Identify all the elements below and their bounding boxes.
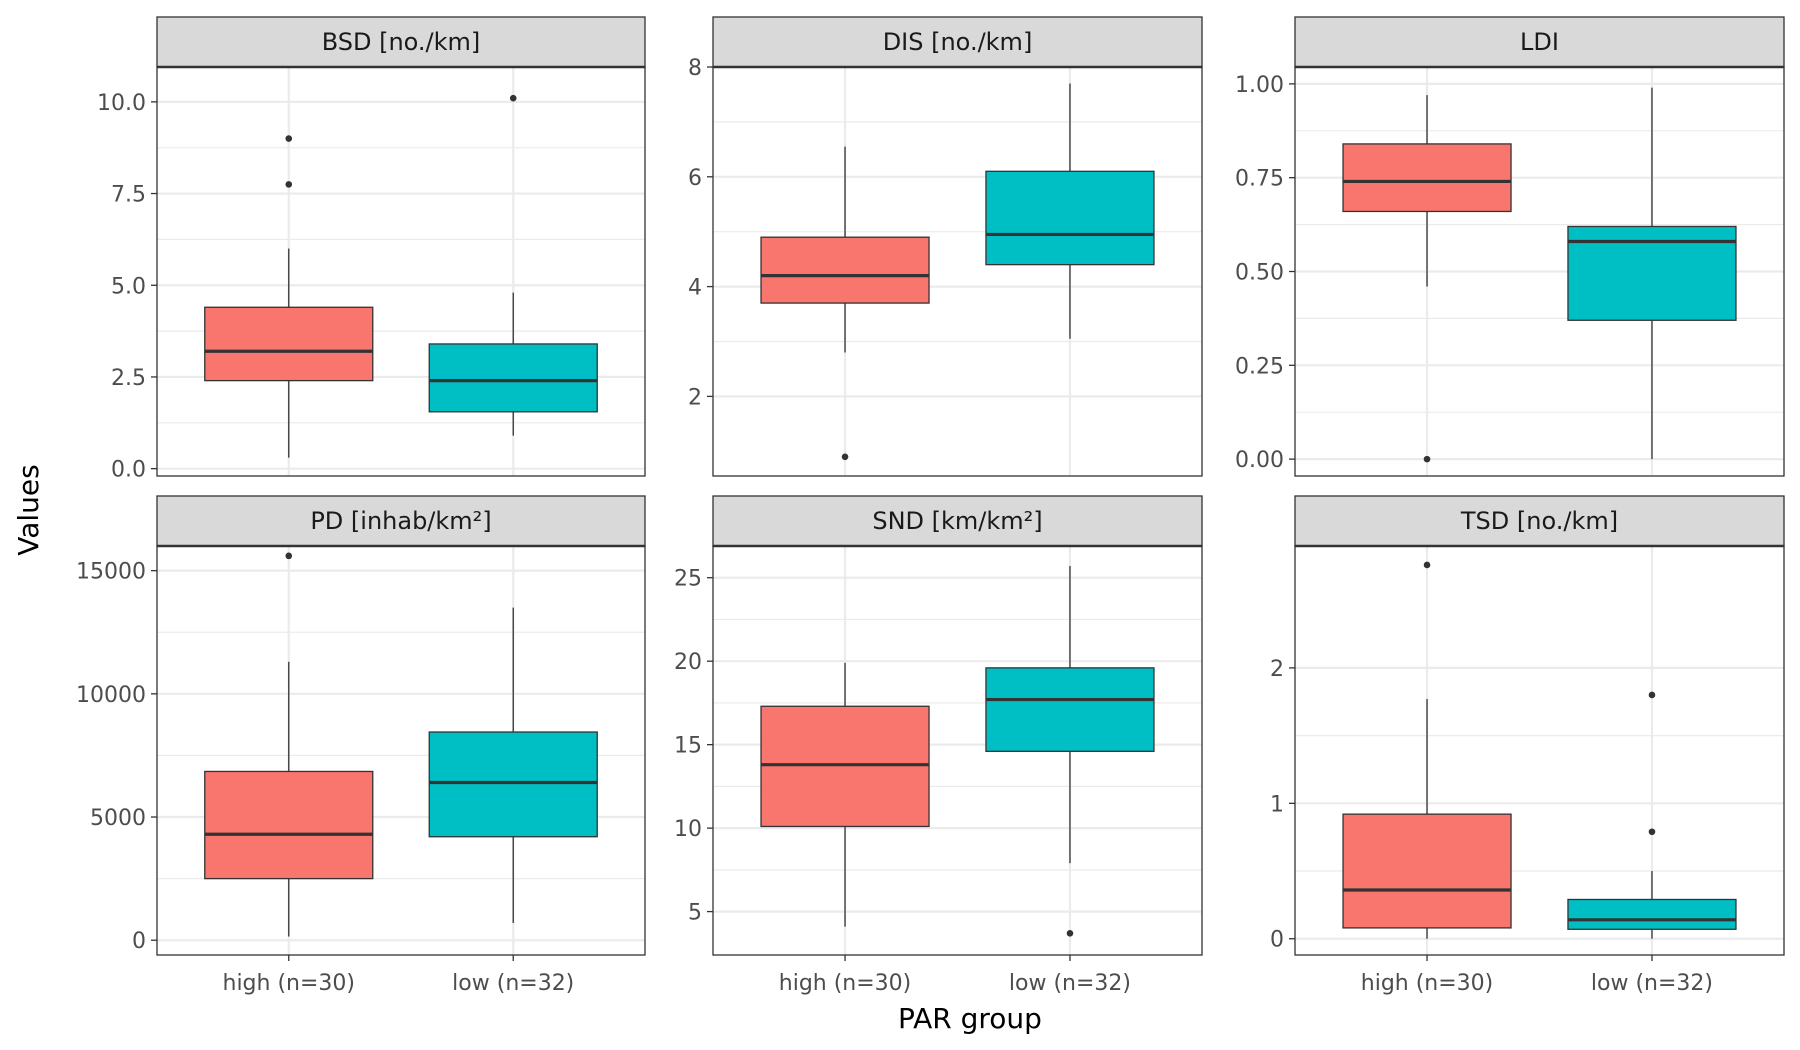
outlier-point <box>285 135 293 142</box>
outlier-point <box>841 453 849 461</box>
y-tick-label: 2 <box>1270 657 1284 682</box>
outlier-point <box>1648 828 1656 836</box>
box-low <box>1567 691 1737 939</box>
y-tick-label: 7.5 <box>111 183 146 208</box>
y-tick-label: 5.0 <box>111 274 146 299</box>
y-tick-label: 0.25 <box>1235 354 1284 379</box>
x-tick-label: high (n=30) <box>1361 971 1494 996</box>
y-tick-label: 1 <box>1270 792 1284 817</box>
outlier-point <box>285 552 293 560</box>
y-tick-label: 5 <box>688 901 702 926</box>
facet-strip <box>1294 16 1785 68</box>
box-iqr <box>760 236 930 304</box>
y-tick-label: 2.5 <box>111 366 146 391</box>
outlier-point <box>285 181 293 188</box>
panel-5: TSD [no./km] 0 1 2 high (n=30) low (n=32) <box>1270 495 1785 996</box>
box-iqr <box>1342 143 1512 213</box>
outlier-point <box>1423 561 1431 569</box>
facet-title: LDI <box>1520 28 1559 56</box>
facet-strip <box>1294 495 1785 547</box>
box-low <box>985 566 1155 937</box>
box-iqr <box>428 731 598 838</box>
y-tick-label: 25 <box>674 567 702 592</box>
outlier-point <box>1066 929 1074 937</box>
panel-background <box>157 67 645 476</box>
box-iqr <box>204 770 374 880</box>
y-tick-label: 5000 <box>90 806 146 831</box>
x-tick-label: low (n=32) <box>452 971 574 996</box>
box-low <box>428 607 598 923</box>
y-tick-label: 8 <box>688 56 702 81</box>
y-tick-label: 0 <box>1270 928 1284 953</box>
facet-title: SND [km/km²] <box>872 507 1042 535</box>
y-tick-label: 15000 <box>76 560 146 585</box>
y-axis-title: Values <box>12 464 45 555</box>
y-tick-label: 1.00 <box>1235 73 1284 98</box>
facet-strip <box>712 495 1203 547</box>
panel-3: PD [inhab/km²] 0 5000 10000 15000 high (n=30)… <box>76 495 646 996</box>
x-tick-label: low (n=32) <box>1591 971 1713 996</box>
box-high <box>760 662 930 927</box>
y-tick-label: 0.75 <box>1235 167 1284 192</box>
box-high <box>1342 561 1512 939</box>
facet-title: TSD [no./km] <box>1460 507 1618 535</box>
y-tick-label: 0.00 <box>1235 448 1284 473</box>
y-tick-label: 10000 <box>76 683 146 708</box>
y-tick-label: 0.0 <box>111 458 146 483</box>
y-tick-label: 15 <box>674 734 702 759</box>
facet-title: DIS [no./km] <box>883 28 1033 56</box>
box-iqr <box>1342 813 1512 929</box>
box-low <box>1567 87 1737 460</box>
y-tick-label: 4 <box>688 276 702 301</box>
box-iqr <box>760 705 930 828</box>
x-tick-label: high (n=30) <box>223 971 356 996</box>
facet-title: PD [inhab/km²] <box>310 507 491 535</box>
y-tick-label: 20 <box>674 650 702 675</box>
box-iqr <box>985 667 1155 752</box>
y-tick-label: 10.0 <box>97 91 146 116</box>
facet-strip <box>156 495 646 547</box>
box-iqr <box>428 343 598 413</box>
panel-4: SND [km/km²] 5 10 15 20 25 high (n=30) low (n=3… <box>674 495 1203 996</box>
y-tick-label: 6 <box>688 166 702 191</box>
x-axis-title: PAR group <box>898 1002 1042 1035</box>
facet-strip <box>156 16 646 68</box>
y-tick-label: 0.50 <box>1235 261 1284 286</box>
outlier-point <box>509 94 517 102</box>
facet-strip <box>712 16 1203 68</box>
facet-title: BSD [no./km] <box>322 28 481 56</box>
box-iqr <box>204 306 374 382</box>
panel-1: DIS [no./km] 2 4 6 8 <box>688 16 1203 477</box>
panel-0: BSD [no./km] 0.0 2.5 5.0 7.5 10.0 <box>97 16 646 483</box>
x-tick-label: high (n=30) <box>779 971 912 996</box>
box-high <box>204 552 374 937</box>
outlier-point <box>1648 691 1656 699</box>
y-tick-label: 2 <box>688 385 702 410</box>
box-iqr <box>985 170 1155 266</box>
box-high <box>204 135 374 458</box>
y-tick-label: 0 <box>132 929 146 954</box>
box-iqr <box>1567 898 1737 930</box>
outlier-point <box>1423 455 1431 463</box>
panel-2: LDI 0.00 0.25 0.50 0.75 1.00 <box>1235 16 1785 477</box>
box-low <box>428 94 598 436</box>
x-tick-label: low (n=32) <box>1009 971 1131 996</box>
box-low <box>985 83 1155 339</box>
box-high <box>760 146 930 461</box>
y-tick-label: 10 <box>674 817 702 842</box>
box-high <box>1342 95 1512 463</box>
